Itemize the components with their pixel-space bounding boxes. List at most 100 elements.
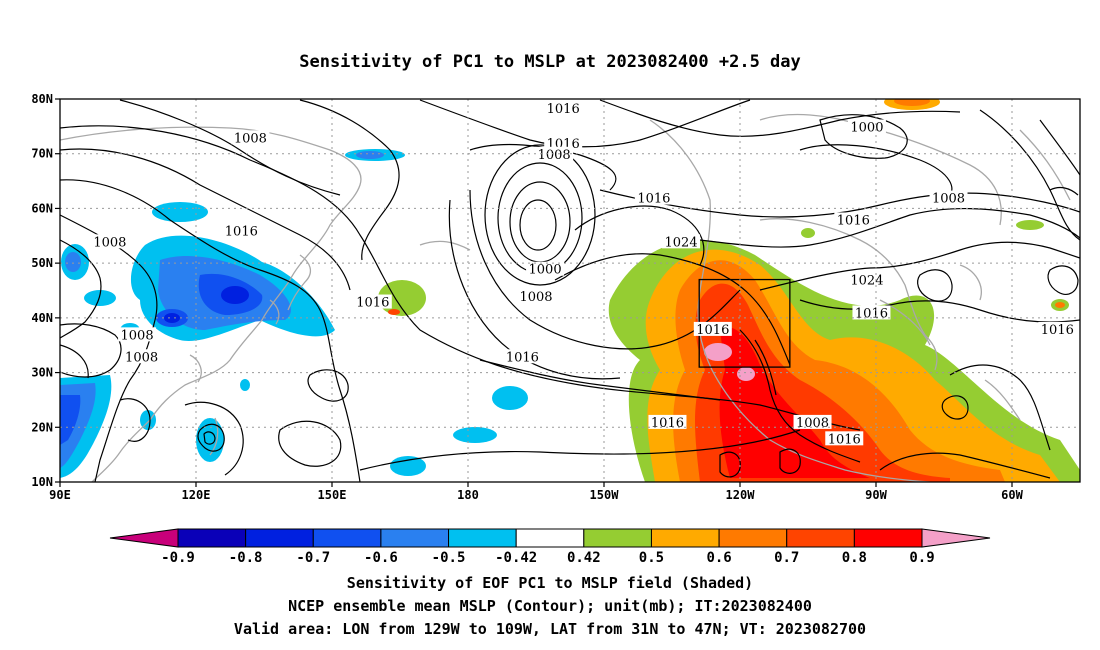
colorbar-label: -0.6 xyxy=(364,550,398,566)
lat-tick-label: 60N xyxy=(31,201,53,215)
contour-label-bg xyxy=(544,135,583,150)
contour-label-bg xyxy=(231,130,270,145)
colorbar-swatch xyxy=(853,528,923,548)
map-title: Sensitivity of PC1 to MSLP at 2023082400… xyxy=(299,52,801,72)
contour-label: 1000 xyxy=(850,120,883,135)
colorbar-swatch xyxy=(448,528,517,548)
lat-tick-label: 30N xyxy=(31,366,53,380)
colorbar-swatch xyxy=(583,528,652,548)
colorbar-label: 0.6 xyxy=(706,550,731,566)
contour-label: 1016 xyxy=(696,323,729,338)
contour-label-bg xyxy=(526,261,565,276)
map-grid xyxy=(60,99,1080,482)
lat-tick-label: 80N xyxy=(31,92,53,106)
lon-tick-label: 60W xyxy=(1001,488,1023,502)
contour-label: 1008 xyxy=(538,148,571,163)
contour-label: 1000 xyxy=(529,263,562,278)
colorbar-label: 0.5 xyxy=(639,550,664,566)
lon-tick-label: 120E xyxy=(182,488,211,502)
contour-label-bg xyxy=(793,414,832,429)
contour-label: 1008 xyxy=(796,416,829,431)
colorbar-label: -0.5 xyxy=(432,550,466,566)
contour-label: 1016 xyxy=(837,213,870,228)
contour-label-bg xyxy=(122,349,161,364)
lon-tick-label: 90W xyxy=(865,488,887,502)
colorbar-label: 0.42 xyxy=(567,550,601,566)
contour-label-bg xyxy=(535,146,574,161)
lat-tick-label: 50N xyxy=(31,256,53,270)
contour-label: 1008 xyxy=(93,235,126,250)
colorbar-swatch xyxy=(312,528,382,548)
lat-tick-label: 10N xyxy=(31,475,53,489)
colorbar-high-triangle xyxy=(921,528,991,548)
colorbar-swatch xyxy=(786,528,855,548)
lon-tick-label: 150E xyxy=(318,488,347,502)
contour-label: 1008 xyxy=(519,290,552,305)
contour-label-bg xyxy=(847,272,886,287)
contour-label: 1008 xyxy=(121,328,154,343)
contour-label: 1016 xyxy=(225,224,258,239)
contour-label-bg xyxy=(544,100,583,115)
positive-region-pink xyxy=(704,343,732,361)
lat-tick-label: 20N xyxy=(31,420,53,434)
colorbar-swatch xyxy=(718,528,788,548)
contour-label-bg xyxy=(634,190,673,205)
contour-label-bg xyxy=(825,431,864,446)
colorbar: -0.9 -0.8 -0.7 -0.6 -0.5 -0.42 0.42 0.5 0.6 0.7 0.… xyxy=(109,528,991,566)
caption-line-3: Valid area: LON from 129W to 109W, LAT f… xyxy=(234,620,866,638)
map-frame xyxy=(59,98,1081,483)
colorbar-swatch xyxy=(650,528,720,548)
contour-label: 1016 xyxy=(506,350,539,365)
colorbar-swatch xyxy=(177,528,247,548)
positive-region-peak xyxy=(719,327,870,478)
lat-tick-label: 40N xyxy=(31,311,53,325)
sensitivity-shading xyxy=(60,99,1080,482)
colorbar-swatch xyxy=(245,528,314,548)
contour-label-bg xyxy=(118,327,157,342)
contour-label: 1016 xyxy=(547,102,580,117)
contour-label: 1016 xyxy=(356,296,389,311)
lon-tick-label: 150W xyxy=(590,488,620,502)
contour-label-bg xyxy=(648,414,687,429)
contour-label: 1024 xyxy=(665,235,698,250)
contour-label: 1008 xyxy=(125,350,158,365)
colorbar-low-triangle xyxy=(109,528,179,548)
contour-label-bg xyxy=(517,289,555,304)
colorbar-label: -0.9 xyxy=(161,550,195,566)
colorbar-label: -0.42 xyxy=(495,550,537,566)
colorbar-label: 0.8 xyxy=(842,550,867,566)
contour-label-bg xyxy=(929,190,968,205)
lon-tick-label: 120W xyxy=(726,488,756,502)
contour-label-bg xyxy=(834,212,873,227)
colorbar-label: -0.8 xyxy=(229,550,263,566)
lon-tick-label: 90E xyxy=(49,488,71,502)
contour-label: 1016 xyxy=(651,416,684,431)
caption-line-1: Sensitivity of EOF PC1 to MSLP field (Sh… xyxy=(347,574,753,592)
contour-label: 1008 xyxy=(234,131,267,146)
contour-label-bg xyxy=(222,223,261,238)
colorbar-label: 0.7 xyxy=(774,550,799,566)
contour-label: 1016 xyxy=(855,306,888,321)
contour-label-bg xyxy=(693,321,732,336)
contour-label-bg xyxy=(503,349,542,364)
colorbar-swatch xyxy=(380,528,450,548)
caption-line-2: NCEP ensemble mean MSLP (Contour); unit(… xyxy=(288,597,812,615)
contour-label-bg xyxy=(662,234,701,249)
contour-label-bg xyxy=(852,305,891,320)
contour-label: 1016 xyxy=(637,192,670,207)
colorbar-label: 0.9 xyxy=(909,550,934,566)
contour-label: 1016 xyxy=(1041,323,1074,338)
contour-label: 1016 xyxy=(828,432,861,447)
contour-label: 1024 xyxy=(850,274,883,289)
colorbar-label: -0.7 xyxy=(296,550,330,566)
lon-tick-label: 180 xyxy=(457,488,479,502)
colorbar-swatch xyxy=(515,528,585,548)
contour-label: 1008 xyxy=(932,192,965,207)
mslp-contours xyxy=(60,99,1080,482)
contour-label-bg xyxy=(353,294,392,309)
contour-label-bg xyxy=(1038,321,1077,336)
contour-label-bg xyxy=(90,234,129,249)
